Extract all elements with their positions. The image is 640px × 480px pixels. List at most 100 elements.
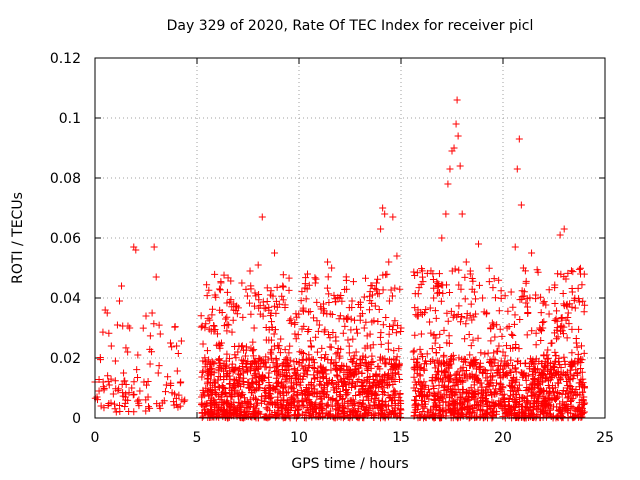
data-point [490, 399, 498, 407]
data-point [505, 410, 513, 418]
data-point [211, 378, 219, 386]
data-point [382, 358, 390, 366]
data-point [449, 351, 457, 359]
data-point [223, 320, 231, 328]
data-point [213, 330, 221, 338]
data-point [319, 300, 327, 308]
data-point [269, 385, 277, 393]
data-point [309, 363, 317, 371]
data-point [521, 403, 529, 411]
data-point [387, 397, 395, 405]
data-point [526, 410, 534, 418]
data-point [385, 374, 393, 382]
data-point [332, 333, 340, 341]
data-point [299, 398, 307, 406]
data-point [374, 403, 382, 411]
data-point [412, 311, 420, 319]
data-point [280, 383, 288, 391]
data-point [238, 343, 246, 351]
x-tick-label: 5 [193, 430, 202, 446]
data-point [336, 312, 344, 320]
data-point [258, 213, 266, 221]
data-point [460, 398, 468, 406]
data-point [348, 413, 356, 421]
data-point [523, 295, 531, 303]
data-point [422, 381, 430, 389]
data-point [461, 295, 469, 303]
data-point [278, 361, 286, 369]
data-point [444, 374, 452, 382]
data-point [250, 324, 258, 332]
data-point [304, 406, 312, 414]
data-point [578, 281, 586, 289]
data-point [386, 323, 394, 331]
data-point [545, 286, 553, 294]
data-point [491, 390, 499, 398]
data-point [139, 324, 147, 332]
data-point [567, 382, 575, 390]
data-point [466, 409, 474, 417]
data-point [483, 392, 491, 400]
data-point [146, 345, 154, 353]
data-point [349, 335, 357, 343]
data-point [333, 406, 341, 414]
data-point [395, 345, 403, 353]
data-point [336, 294, 344, 302]
data-point [112, 408, 120, 416]
data-point [470, 390, 478, 398]
data-point [534, 397, 542, 405]
data-point [222, 315, 230, 323]
data-point [579, 379, 587, 387]
data-point [497, 357, 505, 365]
data-point [451, 382, 459, 390]
data-point [527, 384, 535, 392]
data-point [446, 289, 454, 297]
data-point [389, 213, 397, 221]
data-point [343, 285, 351, 293]
data-point [389, 292, 397, 300]
data-point [496, 402, 504, 410]
data-point [298, 397, 306, 405]
data-point [360, 324, 368, 332]
data-point [463, 367, 471, 375]
data-point [304, 328, 312, 336]
data-point [558, 390, 566, 398]
data-point [227, 277, 235, 285]
data-point [99, 378, 107, 386]
data-point [300, 322, 308, 330]
data-point [285, 286, 293, 294]
data-point [97, 402, 105, 410]
data-point [269, 359, 277, 367]
data-point [287, 315, 295, 323]
data-point [177, 378, 185, 386]
data-point [425, 408, 433, 416]
y-tick-label: 0.06 [50, 231, 81, 247]
data-point [568, 325, 576, 333]
data-point [273, 362, 281, 370]
data-point [356, 356, 364, 364]
data-point [457, 318, 465, 326]
data-point [565, 320, 573, 328]
data-point [473, 365, 481, 373]
data-point [536, 408, 544, 416]
data-point [146, 360, 154, 368]
data-point [509, 303, 517, 311]
data-point [323, 284, 331, 292]
data-point [540, 398, 548, 406]
data-point [324, 258, 332, 266]
data-point [532, 405, 540, 413]
data-point [560, 323, 568, 331]
data-point [299, 306, 307, 314]
data-point [533, 381, 541, 389]
data-point [457, 285, 465, 293]
data-point [575, 298, 583, 306]
data-point [266, 407, 274, 415]
data-point [556, 231, 564, 239]
data-point [236, 383, 244, 391]
data-point [360, 293, 368, 301]
data-point [577, 342, 585, 350]
data-point [222, 363, 230, 371]
data-point [243, 292, 251, 300]
data-point [420, 398, 428, 406]
